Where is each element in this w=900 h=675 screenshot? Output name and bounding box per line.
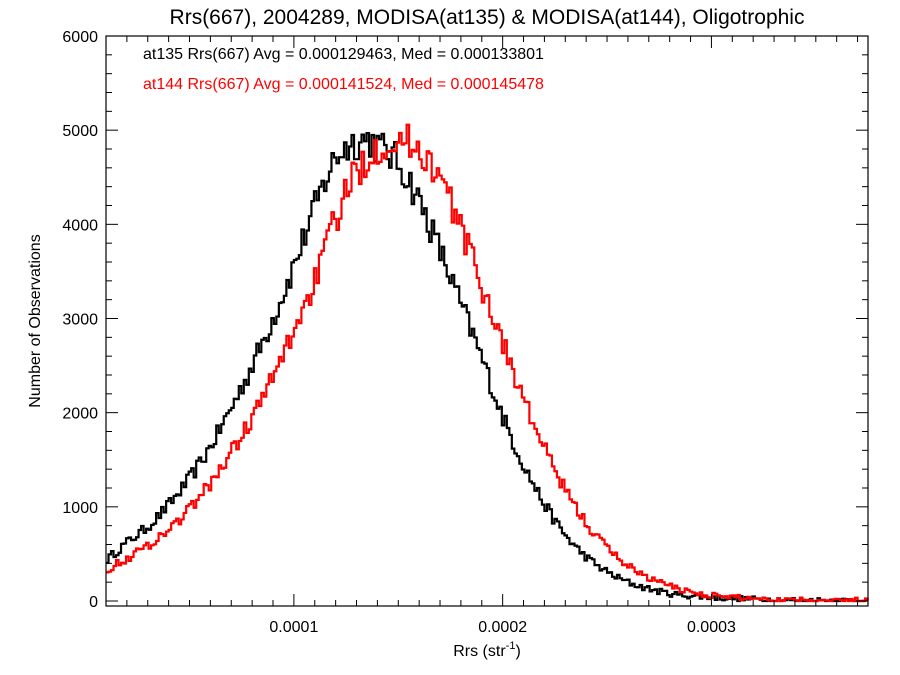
y-tick-label: 4000 [62, 217, 98, 234]
x-axis-label: Rrs (str-1) [453, 640, 521, 660]
x-axis-label-main: Rrs (str [453, 643, 506, 660]
x-axis-label-superscript: -1 [506, 640, 516, 652]
plot-frame [105, 35, 869, 607]
x-tick-label: 0.0001 [269, 619, 318, 636]
y-tick-label: 0 [89, 594, 98, 611]
y-tick-label: 6000 [62, 29, 98, 46]
y-tick-label: 3000 [62, 312, 98, 329]
series-layer [106, 123, 869, 603]
y-tick-label: 1000 [62, 500, 98, 517]
x-tick-label: 0.0002 [478, 619, 527, 636]
y-tick-label: 5000 [62, 123, 98, 140]
series-at135-histogram [106, 131, 869, 603]
plot-area: 0.0001 0.0002 0.0003 0 1000 2000 3000 4000 5000… [62, 29, 869, 636]
y-tick-label: 2000 [62, 406, 98, 423]
chart-title: Rrs(667), 2004289, MODISA(at135) & MODIS… [170, 6, 805, 29]
legend-entry-at135: at135 Rrs(667) Avg = 0.000129463, Med = … [143, 46, 544, 63]
legend-entry-at144: at144 Rrs(667) Avg = 0.000141524, Med = … [143, 76, 544, 93]
y-axis-ticks: 0 1000 2000 3000 4000 5000 6000 [62, 29, 868, 611]
series-at144-histogram [106, 123, 869, 603]
y-axis-label: Number of Observations [27, 234, 44, 407]
x-axis-label-close: ) [515, 643, 520, 660]
x-axis-ticks: 0.0001 0.0002 0.0003 [105, 36, 859, 636]
x-tick-label: 0.0003 [687, 619, 736, 636]
legend: at135 Rrs(667) Avg = 0.000129463, Med = … [143, 46, 544, 93]
